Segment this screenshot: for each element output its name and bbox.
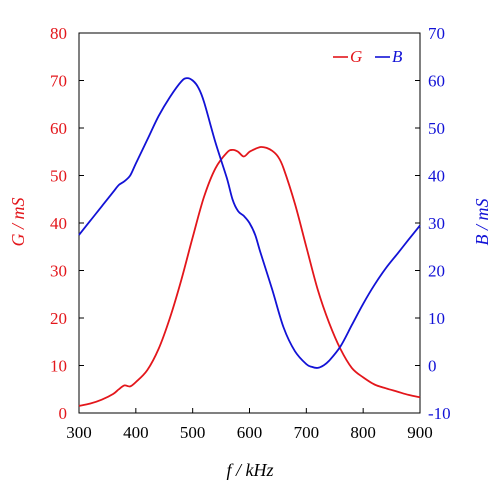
legend-label-b: B [392,47,403,66]
x-tick-label: 700 [294,423,320,442]
right-tick-label: 0 [428,357,437,376]
series-line-b [78,77,421,369]
left-tick-label: 0 [59,404,68,423]
right-axis-label: B / mS [472,199,492,246]
right-tick-label: 70 [428,24,445,43]
right-axis-ticks: -10 0 10 20 30 40 50 60 70 [415,24,451,423]
x-axis-ticks: 300 400 500 600 700 800 900 [66,408,433,442]
left-tick-label: 10 [50,357,67,376]
x-tick-label: 300 [66,423,92,442]
x-tick-label: 800 [350,423,376,442]
series-layer [78,77,421,407]
left-tick-label: 30 [50,262,67,281]
left-tick-label: 20 [50,309,67,328]
left-tick-label: 60 [50,119,67,138]
legend-label-g: G [350,47,362,66]
x-tick-label: 900 [407,423,433,442]
right-tick-label: 30 [428,214,445,233]
right-tick-label: -10 [428,404,451,423]
right-tick-label: 10 [428,309,445,328]
right-tick-label: 60 [428,72,445,91]
series-line-g [78,146,421,407]
x-tick-label: 400 [123,423,149,442]
left-axis-label: G / mS [8,198,28,247]
legend: G B [333,47,403,66]
right-tick-label: 50 [428,119,445,138]
x-tick-label: 500 [180,423,206,442]
left-axis-ticks: 0 10 20 30 40 50 60 70 80 [50,24,84,423]
right-tick-label: 40 [428,167,445,186]
x-axis-label: f / kHz [227,460,274,480]
x-tick-label: 600 [237,423,263,442]
left-tick-label: 50 [50,167,67,186]
left-tick-label: 70 [50,72,67,91]
right-tick-label: 20 [428,262,445,281]
left-tick-label: 80 [50,24,67,43]
left-tick-label: 40 [50,214,67,233]
